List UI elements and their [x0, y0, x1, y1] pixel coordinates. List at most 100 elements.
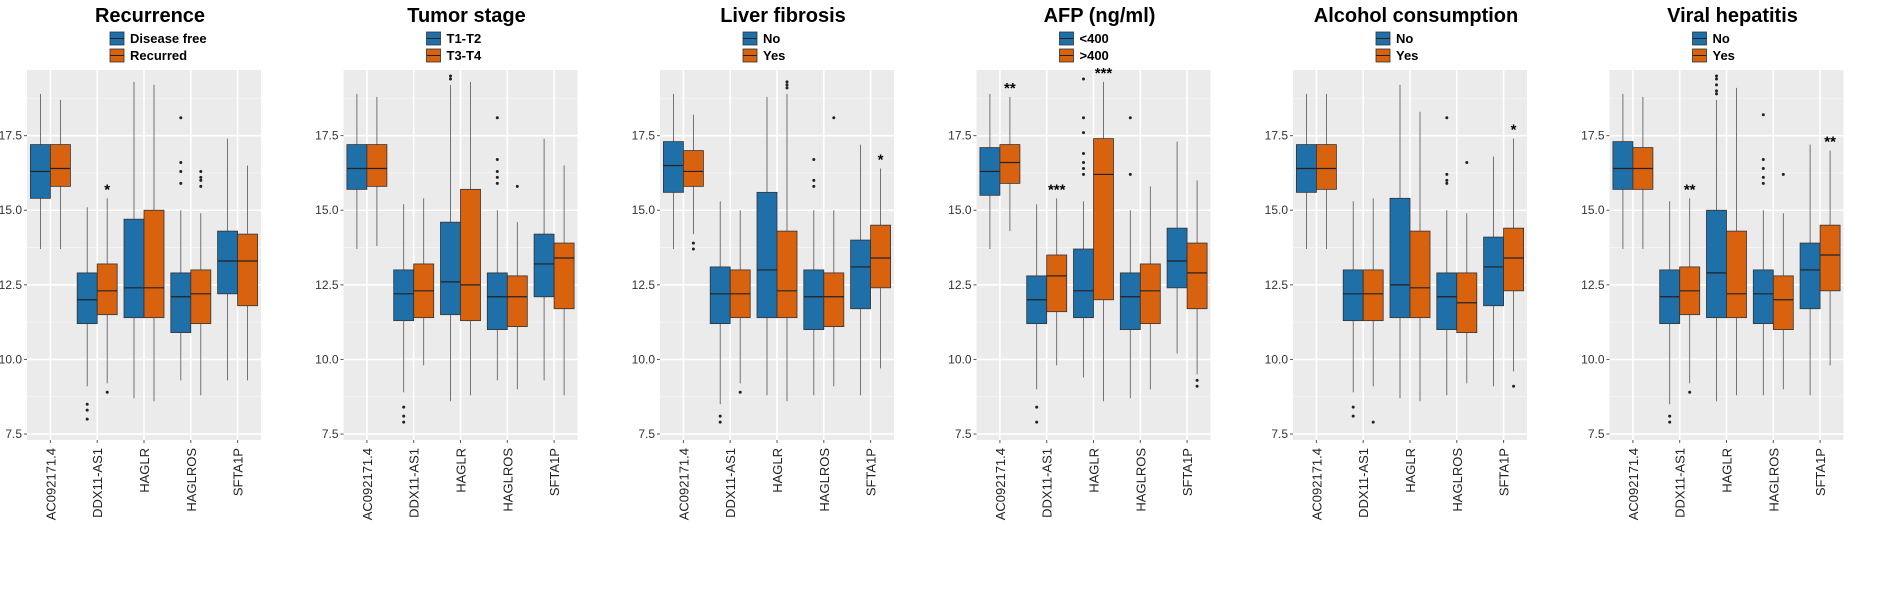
x-tick-label: DDX11-AS1 — [723, 448, 738, 518]
outlier-point — [832, 116, 836, 120]
iqr-box — [1819, 224, 1841, 292]
iqr-box — [170, 272, 192, 333]
y-tick-label: 15.0 — [1265, 203, 1289, 217]
iqr-box — [1503, 227, 1524, 292]
box-ac092171-4-recurred — [50, 99, 71, 250]
y-tick-label: 12.5 — [1581, 278, 1605, 292]
box-haglros-disease-free — [170, 116, 192, 381]
outlier-point — [402, 414, 406, 418]
box-haglros-yes — [1456, 161, 1478, 384]
iqr-box — [1752, 269, 1774, 325]
box-ac092171-4-yes — [1316, 93, 1337, 250]
iqr-box — [1166, 227, 1188, 289]
iqr-box — [1726, 230, 1747, 319]
y-tick-label: 10.0 — [632, 352, 656, 366]
outlier-point — [199, 175, 203, 179]
box-haglr-disease-free — [123, 81, 145, 399]
outlier-point — [515, 184, 519, 188]
x-tick-label: DDX11-AS1 — [1040, 448, 1055, 518]
y-tick-label: 15.0 — [948, 203, 972, 217]
x-tick-label: HAGLROS — [1450, 448, 1465, 512]
iqr-box — [1612, 141, 1634, 190]
outlier-point — [1128, 116, 1132, 120]
outlier-point — [1082, 116, 1085, 120]
y-tick-label: 12.5 — [948, 278, 972, 292]
panel-viral-hepatitis: Viral hepatitis No Yes 7.5 10.0 12.5 15.0 17.5 A… — [1581, 5, 1844, 520]
outlier-point — [402, 405, 406, 409]
iqr-box — [217, 230, 239, 295]
outlier-point — [1715, 74, 1718, 78]
box-ac092171-4-400 — [979, 93, 1001, 250]
outlier-point — [1761, 181, 1765, 185]
outlier-point — [85, 408, 89, 412]
y-tick-label: 15.0 — [632, 203, 656, 217]
x-tick-label: HAGLROS — [1133, 448, 1148, 512]
y-tick-label: 17.5 — [0, 129, 22, 143]
iqr-box — [823, 272, 845, 328]
outlier-point — [1781, 172, 1785, 176]
outlier-point — [738, 390, 742, 394]
iqr-box — [999, 144, 1021, 184]
box-haglros-t1-t2 — [486, 116, 508, 381]
outlier-point — [812, 158, 816, 162]
x-tick-label: AC092171.4 — [676, 448, 691, 520]
y-tick-label: 12.5 — [315, 278, 339, 292]
y-tick-label: 7.5 — [638, 427, 655, 441]
x-tick-label: DDX11-AS1 — [1673, 448, 1688, 518]
iqr-box — [440, 221, 461, 316]
outlier-point — [449, 77, 452, 81]
outlier-point — [1082, 161, 1085, 164]
panel-alcohol-consumption: Alcohol consumption No Yes 7.5 10.0 12.5 15.0 1… — [1265, 5, 1527, 520]
outlier-point — [1082, 131, 1085, 135]
panel-afp-ng-ml: AFP (ng/ml) <400 >400 7.5 10.0 12.5 15.0 17.5 **… — [948, 5, 1211, 520]
iqr-box — [1483, 236, 1504, 307]
x-tick-label: SFTA1P — [1497, 448, 1512, 496]
panel-title: Tumor stage — [407, 5, 526, 27]
significance-marker: * — [1511, 122, 1517, 139]
box-ddx11-as1-no — [709, 201, 731, 424]
outlier-point — [1715, 89, 1718, 93]
outlier-point — [691, 241, 695, 245]
box-haglros-t3-t4 — [506, 184, 528, 390]
panel-title: Liver fibrosis — [720, 5, 846, 27]
y-tick-label: 17.5 — [632, 129, 656, 143]
outlier-point — [179, 181, 183, 185]
box-haglr-no — [1706, 74, 1727, 402]
x-tick-label: DDX11-AS1 — [1356, 448, 1371, 518]
outlier-point — [718, 420, 722, 424]
y-tick-label: 17.5 — [1265, 129, 1289, 143]
iqr-box — [190, 269, 212, 325]
x-tick-label: HAGLR — [454, 448, 469, 493]
box-sfta1p-yes — [870, 168, 891, 369]
x-tick-label: HAGLR — [1087, 448, 1102, 493]
y-tick-label: 12.5 — [1265, 278, 1289, 292]
outlier-point — [1445, 116, 1449, 120]
legend-label: T1-T2 — [447, 31, 482, 46]
box-haglr-400 — [1093, 81, 1114, 402]
outlier-point — [1761, 113, 1765, 117]
significance-marker: ** — [1684, 181, 1696, 198]
outlier-point — [1465, 161, 1469, 164]
outlier-point — [1761, 158, 1765, 162]
legend-label: T3-T4 — [447, 48, 482, 63]
outlier-point — [1445, 178, 1449, 182]
outlier-point — [85, 402, 89, 406]
panel-title: AFP (ng/ml) — [1044, 5, 1156, 27]
iqr-box — [709, 266, 731, 325]
iqr-box — [486, 272, 508, 330]
outlier-point — [495, 158, 499, 162]
box-ddx11-as1-yes — [729, 210, 751, 394]
box-haglros-yes — [1772, 172, 1794, 390]
outlier-point — [1715, 83, 1718, 87]
x-tick-label: SFTA1P — [864, 448, 879, 496]
box-sfta1p-no — [1483, 156, 1504, 387]
box-sfta1p-400 — [1186, 180, 1208, 388]
outlier-point — [1445, 181, 1449, 185]
outlier-point — [785, 83, 789, 87]
outlier-point — [1351, 405, 1355, 409]
iqr-box — [506, 275, 528, 328]
y-tick-label: 10.0 — [948, 352, 972, 366]
outlier-point — [1688, 390, 1692, 394]
box-ddx11-as1-400 — [1046, 198, 1068, 366]
box-haglros-no — [1436, 116, 1458, 396]
